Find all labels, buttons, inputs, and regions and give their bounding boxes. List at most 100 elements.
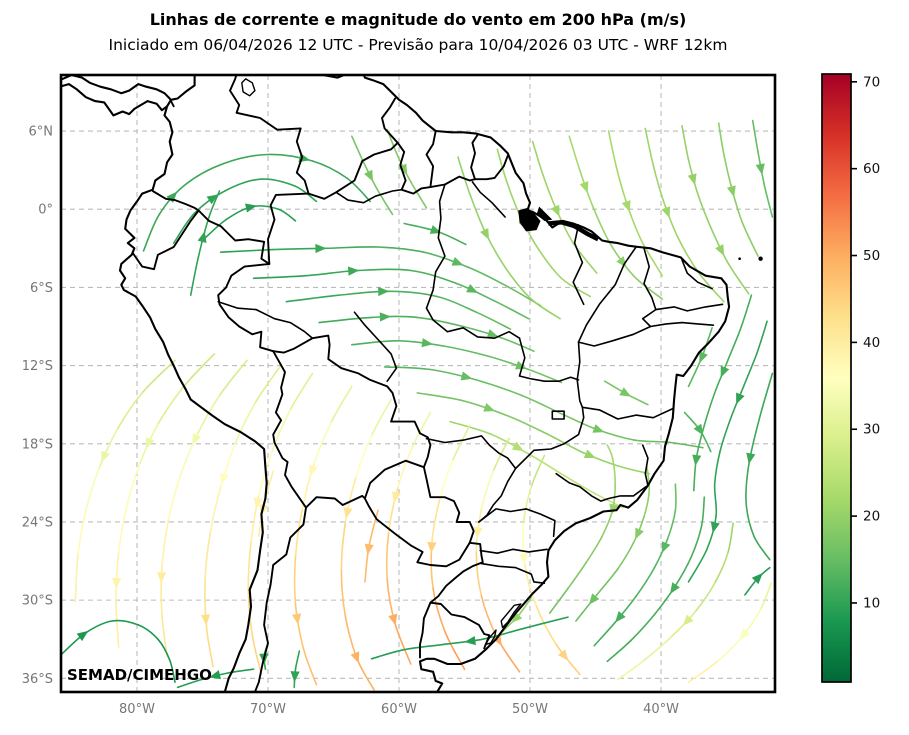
- colorbar-tick-label: 30: [863, 422, 880, 438]
- streamline-segment: [706, 515, 717, 551]
- streamline-path: [404, 224, 466, 245]
- colorbar-tick-label: 10: [863, 595, 880, 611]
- streamline-arrow: [621, 200, 631, 212]
- island-dot: [738, 257, 741, 261]
- streamline-segment: [208, 190, 221, 218]
- streamline-segment: [160, 566, 163, 616]
- streamline-segment: [184, 162, 225, 186]
- country-border: [429, 175, 476, 189]
- streamline-arrow: [514, 360, 527, 370]
- streamline-segment: [751, 119, 759, 153]
- state-border: [581, 406, 674, 420]
- streamline-segment: [696, 192, 712, 229]
- country-border: [217, 262, 275, 353]
- streamline-segment: [521, 616, 569, 630]
- streamline-segment: [713, 450, 721, 485]
- streamline-segment: [370, 315, 419, 319]
- streamline-segment: [410, 181, 428, 209]
- streamline-arrow: [466, 283, 479, 293]
- lon-tick-label: 60°W: [381, 702, 417, 717]
- streamline-segment: [318, 316, 373, 324]
- streamline-segment: [727, 522, 734, 554]
- streamline-segment: [496, 148, 508, 182]
- streamline-segment: [527, 368, 563, 384]
- country-border: [429, 601, 491, 650]
- streamline-segment: [377, 246, 425, 253]
- streamline-segment: [666, 509, 677, 540]
- streamline-path: [319, 316, 534, 351]
- streamline-arrow: [635, 527, 644, 540]
- state-border: [425, 183, 446, 309]
- streamline-arrow: [166, 191, 178, 203]
- streamline-arrow: [483, 402, 496, 412]
- streamline-segment: [234, 402, 256, 445]
- streamline-segment: [431, 499, 441, 545]
- streamline-segment: [755, 320, 768, 355]
- streamline-segment: [505, 268, 533, 300]
- streamline-arrow: [350, 651, 360, 664]
- streamline-segment: [416, 316, 464, 328]
- streamline-path: [569, 136, 662, 299]
- streamline-segment: [161, 519, 170, 569]
- state-border: [577, 246, 637, 343]
- state-border: [641, 308, 715, 328]
- streamline-segment: [630, 613, 656, 642]
- streamline-arrow: [486, 329, 499, 338]
- lat-tick-label: 18°S: [22, 437, 53, 452]
- streamline-segment: [259, 178, 295, 187]
- state-border: [353, 311, 398, 382]
- streamline-segment: [690, 525, 703, 558]
- streamline-arrow: [291, 613, 302, 625]
- streamline-segment: [189, 255, 200, 296]
- streamline-arrow: [315, 243, 327, 254]
- streamline-segment: [703, 392, 716, 427]
- country-border: [197, 209, 271, 265]
- streamline-arrow: [619, 387, 632, 397]
- lon-tick-label: 40°W: [643, 702, 679, 717]
- streamline-arrow: [583, 449, 596, 459]
- state-border: [518, 337, 580, 382]
- streamline-arrow: [209, 670, 221, 680]
- state-border: [641, 444, 649, 487]
- streamline-segment: [606, 639, 632, 663]
- streamline-arrow: [682, 614, 694, 626]
- streamline-segment: [271, 409, 292, 453]
- estuary-thick-coast: [548, 219, 600, 242]
- lat-tick-label: 6°S: [30, 281, 53, 296]
- streamline-segment: [475, 379, 523, 397]
- streamline-path: [431, 426, 470, 670]
- streamline-segment: [617, 465, 650, 475]
- streamline-segment: [438, 459, 454, 501]
- streamline-segment: [313, 422, 332, 466]
- streamline-path: [372, 617, 569, 659]
- streamline-arrow: [101, 450, 110, 463]
- streamline-segment: [251, 205, 280, 210]
- streamline-segment: [468, 267, 510, 289]
- streamline-segment: [157, 638, 171, 661]
- state-border: [478, 508, 556, 538]
- streamline-arrow: [192, 433, 202, 445]
- streamline-path: [618, 523, 733, 679]
- streamline-arrow: [736, 392, 745, 405]
- streamline-path: [174, 179, 317, 243]
- streamline-segment: [615, 166, 628, 205]
- streamline-segment: [141, 359, 176, 394]
- streamline-segment: [394, 622, 412, 665]
- streamline-arrow: [480, 227, 490, 240]
- streamline-segment: [508, 415, 550, 436]
- country-border: [168, 97, 175, 108]
- lat-tick-label: 0°: [38, 203, 53, 218]
- streamline-segment: [218, 359, 248, 397]
- streamline-arrow: [290, 671, 300, 683]
- streamline-segment: [758, 372, 774, 420]
- colorbar-gradient: [822, 74, 851, 682]
- streamline-segment: [475, 551, 483, 597]
- country-border: [425, 130, 437, 189]
- country-border: [429, 541, 484, 604]
- colorbar: 70 60 50 40 30 20 10: [821, 73, 880, 683]
- streamline-segment: [396, 446, 413, 489]
- streamline-segment: [475, 311, 512, 330]
- streamline-arrow: [693, 423, 704, 436]
- streamline-segment: [521, 394, 563, 415]
